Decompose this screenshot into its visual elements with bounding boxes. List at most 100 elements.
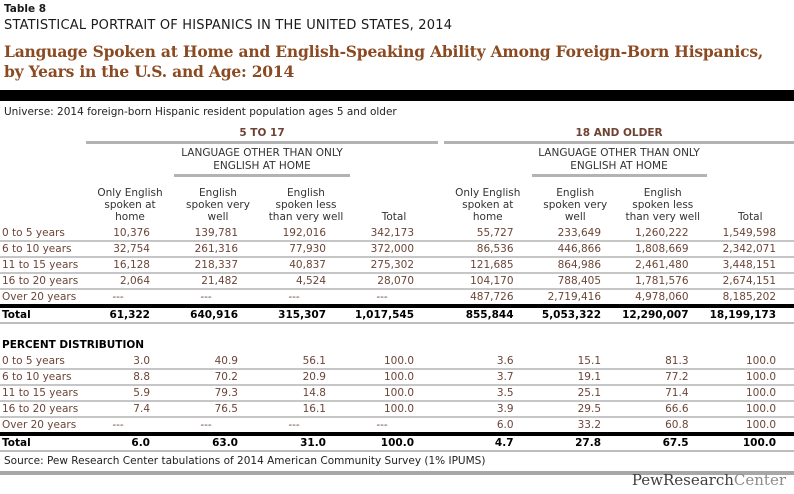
table-row: 6 to 10 years 8.8 70.2 20.9 100.0 3.7 19.1 77.2… <box>0 369 794 387</box>
data-cell: 6.0 <box>86 432 174 453</box>
data-cell: 70.2 <box>174 369 262 387</box>
page-title-line2: by Years in the U.S. and Age: 2014 <box>4 62 295 82</box>
data-cell: 3.6 <box>444 354 532 371</box>
panel-title-18-and-older: 18 AND OLDER <box>444 124 794 145</box>
data-cell: 55,727 <box>444 226 532 243</box>
data-cell: 192,016 <box>262 226 350 243</box>
table-row: 0 to 5 years 3.0 40.9 56.1 100.0 3.6 15.1 81.3 1… <box>0 354 794 371</box>
data-cell: 487,726 <box>444 289 532 308</box>
data-cell: --- <box>86 417 174 436</box>
column-header-less-than-very-well-right: English spoken less than very well <box>625 186 701 223</box>
panel-gap <box>438 226 445 243</box>
data-cell: 275,302 <box>350 257 439 275</box>
column-header-only-english-left: Only English spoken at home <box>97 186 163 223</box>
row-label: 16 to 20 years <box>0 401 86 419</box>
data-cell: 3.0 <box>86 354 174 371</box>
data-cell: 640,916 <box>174 304 262 325</box>
empty-cell <box>86 143 174 176</box>
table-row: Over 20 years --- --- --- --- 6.0 33.2 60.8 100.… <box>0 417 794 436</box>
data-cell: 100.0 <box>706 369 794 387</box>
data-cell: 1,260,222 <box>619 226 707 243</box>
data-cell: 15.1 <box>531 354 620 371</box>
data-cell: 56.1 <box>262 354 350 371</box>
data-cell: 4,978,060 <box>619 289 707 308</box>
data-cell: 61,322 <box>86 304 174 325</box>
data-cell: 32,754 <box>86 241 174 259</box>
data-cell: --- <box>174 417 262 436</box>
column-header-total-right: Total <box>738 210 763 223</box>
data-cell: 100.0 <box>350 385 439 403</box>
panel-gap <box>438 417 445 436</box>
data-cell: 121,685 <box>444 257 532 275</box>
data-cell: 40.9 <box>174 354 262 371</box>
data-cell: 4.7 <box>444 432 532 453</box>
row-label: 0 to 5 years <box>0 226 86 243</box>
data-cell: 2,064 <box>86 273 174 291</box>
total-row: Total 61,322 640,916 315,307 1,017,545 855,84… <box>0 304 794 325</box>
data-cell: 16.1 <box>262 401 350 419</box>
row-label: Total <box>0 304 86 325</box>
data-cell: 27.8 <box>531 432 620 453</box>
data-cell: 33.2 <box>531 417 620 436</box>
data-cell: 8.8 <box>86 369 174 387</box>
data-cell: 16,128 <box>86 257 174 275</box>
data-cell: 4,524 <box>262 273 350 291</box>
column-header-only-english-right: Only English spoken at home <box>455 186 521 223</box>
data-cell: 2,674,151 <box>706 273 794 291</box>
row-label: 16 to 20 years <box>0 273 86 291</box>
row-label: Over 20 years <box>0 289 86 308</box>
data-cell: 29.5 <box>531 401 620 419</box>
data-cell: 86,536 <box>444 241 532 259</box>
panel-gap <box>438 401 445 419</box>
table-number-label: Table 8 <box>4 3 47 15</box>
data-cell: 1,017,545 <box>350 304 439 325</box>
row-label: 11 to 15 years <box>0 385 86 403</box>
data-cell: 3.9 <box>444 401 532 419</box>
page-title-line1: Language Spoken at Home and English-Spea… <box>4 42 764 61</box>
universe-note: Universe: 2014 foreign-born Hispanic res… <box>4 106 397 119</box>
data-cell: 6.0 <box>444 417 532 436</box>
data-cell: 100.0 <box>706 401 794 419</box>
data-cell: 100.0 <box>350 354 439 371</box>
data-cell: 855,844 <box>444 304 532 325</box>
percent-section: 0 to 5 years 3.0 40.9 56.1 100.0 3.6 15.1 81.3 1… <box>0 354 794 453</box>
data-cell: 1,549,598 <box>706 226 794 243</box>
panel-gap <box>438 241 445 259</box>
empty-cell <box>350 143 438 176</box>
row-label: Total <box>0 432 86 453</box>
data-cell: 864,986 <box>531 257 620 275</box>
column-header-very-well-right: English spoken very well <box>543 186 608 223</box>
logo-text-pewresearch: PewResearch <box>631 471 734 489</box>
panel-gap <box>438 354 445 371</box>
panel-gap <box>438 273 445 291</box>
section-gap-row <box>0 323 794 337</box>
data-cell: --- <box>86 289 174 308</box>
subgroup-header-right: LANGUAGE OTHER THAN ONLY ENGLISH AT HOME <box>531 142 707 178</box>
total-row: Total 6.0 63.0 31.0 100.0 4.7 27.8 67.5 100.0 <box>0 432 794 453</box>
data-cell: 100.0 <box>706 417 794 436</box>
data-cell: 31.0 <box>262 432 350 453</box>
table-row: 16 to 20 years 7.4 76.5 16.1 100.0 3.9 29.5 66.… <box>0 401 794 419</box>
panel-gap <box>438 304 445 325</box>
data-cell: --- <box>262 417 350 436</box>
pew-research-center-logo: PewResearchCenter <box>632 471 786 489</box>
column-header-less-than-very-well-left: English spoken less than very well <box>268 186 344 223</box>
empty-cell <box>444 143 532 176</box>
data-cell: 18,199,173 <box>706 304 794 325</box>
empty-cell <box>0 143 86 176</box>
panel-title-row: 5 TO 17 18 AND OLDER <box>0 124 794 145</box>
table-row: 6 to 10 years 32,754 261,316 77,930 372,000 8… <box>0 241 794 259</box>
data-cell: 3.7 <box>444 369 532 387</box>
report-series-title: STATISTICAL PORTRAIT OF HISPANICS IN THE… <box>4 18 453 33</box>
data-cell: 60.8 <box>619 417 707 436</box>
row-label: 6 to 10 years <box>0 369 86 387</box>
percent-section-header: PERCENT DISTRIBUTION <box>0 323 794 354</box>
column-header-total-left: Total <box>381 210 407 223</box>
data-cell: 100.0 <box>706 385 794 403</box>
table-row: 11 to 15 years 16,128 218,337 40,837 275,302… <box>0 257 794 275</box>
data-cell: 5.9 <box>86 385 174 403</box>
data-cell: 10,376 <box>86 226 174 243</box>
data-cell: 71.4 <box>619 385 707 403</box>
data-cell: 12,290,007 <box>619 304 707 325</box>
table-row: 0 to 5 years 10,376 139,781 192,016 342,173 5… <box>0 226 794 243</box>
